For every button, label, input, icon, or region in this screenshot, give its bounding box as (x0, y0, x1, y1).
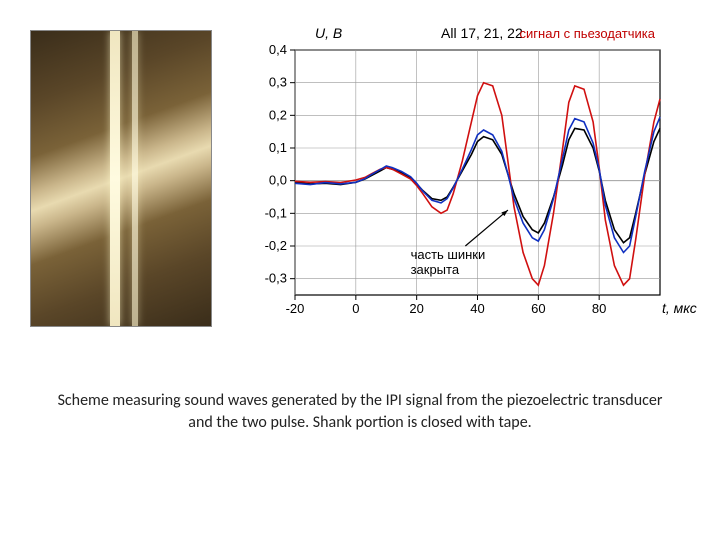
y-tick-label: 0,0 (269, 173, 287, 188)
x-tick-label: 20 (409, 301, 423, 316)
chart-svg: -20 0 20 40 60 80 -0,3 -0,2 -0,1 0,0 0,1 0,2 0,3 0,4 U… (240, 20, 700, 330)
chart-title-mid: All 17, 21, 22 (441, 25, 523, 41)
y-tick-label: 0,1 (269, 140, 287, 155)
y-tick-label: -0,2 (265, 238, 287, 253)
x-tick-label: 40 (470, 301, 484, 316)
photo-light-stripe (132, 31, 138, 326)
signal-chart: -20 0 20 40 60 80 -0,3 -0,2 -0,1 0,0 0,1 0,2 0,3 0,4 U… (240, 20, 700, 330)
x-tick-label: 80 (592, 301, 606, 316)
x-tick-label: -20 (286, 301, 305, 316)
y-tick-label: 0,4 (269, 42, 287, 57)
x-tick-label: 60 (531, 301, 545, 316)
caption: Scheme measuring sound waves generated b… (40, 390, 680, 433)
chart-title-right: сигнал с пьезодатчика (520, 26, 656, 41)
y-tick-label: 0,2 (269, 107, 287, 122)
x-axis-title: t, мкс (662, 300, 697, 316)
photo-light-stripe (110, 31, 120, 326)
annotation-line1: часть шинки (411, 247, 486, 262)
x-tick-label: 0 (352, 301, 359, 316)
experiment-photo (30, 30, 212, 327)
y-tick-label: -0,3 (265, 271, 287, 286)
caption-line1: Scheme measuring sound waves generated b… (58, 391, 663, 410)
slide: -20 0 20 40 60 80 -0,3 -0,2 -0,1 0,0 0,1 0,2 0,3 0,4 U… (0, 0, 720, 540)
y-tick-label: 0,3 (269, 75, 287, 90)
y-axis-title: U, В (315, 25, 342, 41)
caption-line2: and the two pulse. Shank portion is clos… (188, 413, 531, 432)
annotation-line2: закрыта (411, 262, 460, 277)
y-tick-label: -0,1 (265, 205, 287, 220)
